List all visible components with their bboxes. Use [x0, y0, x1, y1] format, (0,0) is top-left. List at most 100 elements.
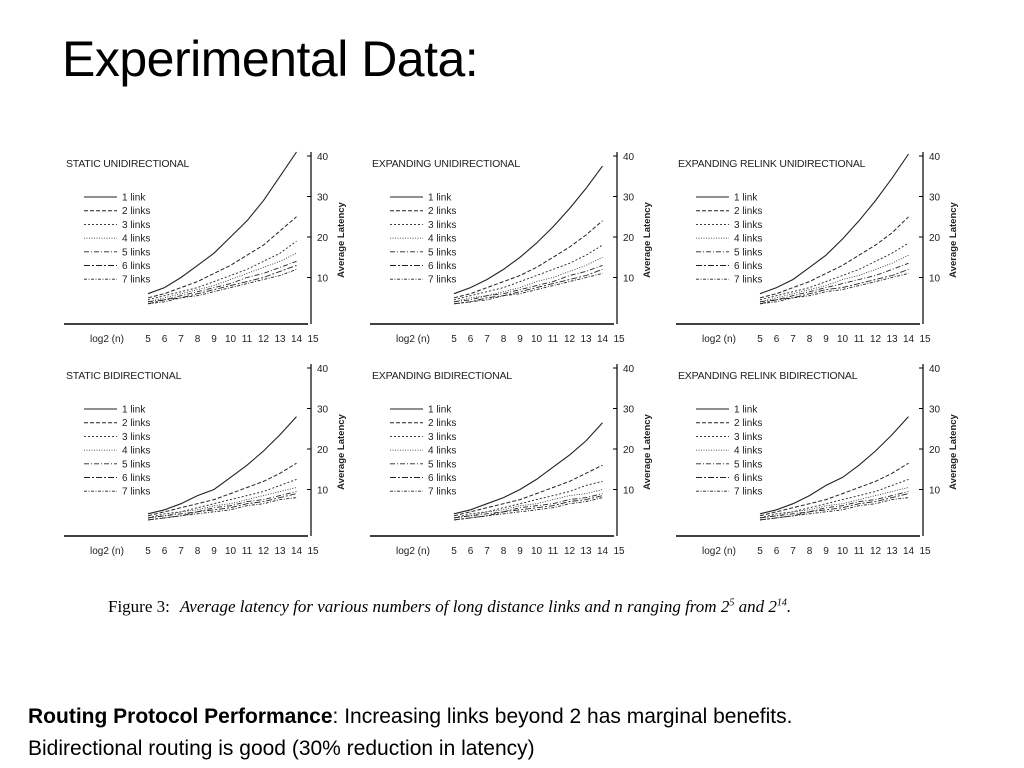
x-tick-label: 13: [886, 546, 898, 557]
legend-label: 6 links: [734, 473, 762, 484]
series-line-5: [147, 491, 297, 519]
x-tick-label: 7: [484, 334, 490, 345]
y-tick-label: 40: [317, 364, 329, 375]
legend-label: 3 links: [122, 432, 150, 443]
x-tick-label: 14: [597, 546, 609, 557]
x-tick-label: 7: [178, 546, 184, 557]
x-tick-label: 8: [807, 546, 813, 557]
legend-label: 7 links: [122, 487, 150, 498]
x-axis-label: log2 (n): [90, 546, 124, 557]
y-tick-label: 20: [623, 445, 635, 456]
legend-label: 5 links: [122, 459, 150, 470]
x-tick-label: 8: [195, 546, 201, 557]
x-tick-label: 10: [225, 546, 237, 557]
caption-label: Figure 3:: [108, 597, 170, 616]
x-tick-label: 9: [823, 334, 829, 345]
y-tick-label: 40: [929, 152, 941, 163]
y-tick-label: 30: [929, 193, 941, 204]
legend-label: 3 links: [734, 432, 762, 443]
legend-label: 6 links: [122, 473, 150, 484]
x-tick-label: 13: [580, 334, 592, 345]
series-line-3: [147, 478, 297, 519]
y-tick-label: 30: [623, 193, 635, 204]
y-tick-label: 40: [623, 364, 635, 375]
y-tick-label: 20: [623, 233, 635, 244]
chart-title: EXPANDING RELINK UNIDIRECTIONAL: [678, 158, 866, 170]
x-tick-label: 14: [903, 546, 915, 557]
series-line-3: [147, 240, 297, 301]
x-tick-label: 15: [307, 546, 319, 557]
series-line-6: [147, 264, 297, 305]
summary-rest: : Increasing links beyond 2 has marginal…: [332, 705, 793, 728]
legend-label: 7 links: [734, 275, 762, 286]
y-tick-label: 20: [929, 445, 941, 456]
legend-label: 2 links: [122, 418, 150, 429]
series-line-4: [453, 489, 603, 519]
legend-label: 3 links: [428, 432, 456, 443]
series-line-5: [147, 260, 297, 303]
x-tick-label: 13: [580, 546, 592, 557]
y-tick-label: 30: [929, 405, 941, 416]
x-tick-label: 14: [291, 546, 303, 557]
series-line-2: [147, 462, 297, 517]
y-tick-label: 30: [317, 193, 329, 204]
y-tick-label: 40: [623, 152, 635, 163]
x-tick-label: 6: [468, 334, 474, 345]
x-tick-label: 6: [774, 334, 780, 345]
x-tick-label: 15: [307, 334, 319, 345]
x-tick-label: 8: [195, 334, 201, 345]
series-line-4: [759, 487, 909, 519]
caption-end: .: [786, 597, 792, 616]
x-tick-label: 6: [468, 546, 474, 557]
legend-label: 6 links: [122, 261, 150, 272]
legend-label: 7 links: [122, 275, 150, 286]
x-tick-label: 12: [870, 546, 882, 557]
series-line-6: [453, 268, 603, 305]
legend-label: 5 links: [428, 247, 456, 258]
series-line-7: [147, 497, 297, 521]
y-axis-label: Average Latency: [336, 201, 347, 277]
series-line-6: [759, 493, 909, 521]
x-tick-label: 14: [597, 334, 609, 345]
series-line-1: [759, 416, 909, 515]
x-axis-label: log2 (n): [702, 334, 736, 345]
legend-label: 2 links: [734, 418, 762, 429]
x-tick-label: 14: [903, 334, 915, 345]
x-tick-label: 5: [145, 546, 151, 557]
legend-label: 1 link: [734, 193, 758, 204]
x-tick-label: 12: [870, 334, 882, 345]
series-line-6: [147, 493, 297, 521]
series-line-6: [759, 268, 909, 305]
series-line-5: [759, 491, 909, 519]
chart-panel-2: EXPANDING UNIDIRECTIONAL 10 20 30 40 Average …: [370, 152, 653, 345]
series-line-7: [759, 272, 909, 305]
legend-label: 6 links: [734, 261, 762, 272]
series-line-1: [453, 165, 603, 295]
y-tick-label: 40: [317, 152, 329, 163]
series-line-7: [453, 272, 603, 305]
y-axis-label: Average Latency: [642, 201, 653, 277]
chart-title: EXPANDING BIDIRECTIONAL: [372, 370, 512, 382]
x-tick-label: 6: [162, 334, 168, 345]
y-tick-label: 40: [929, 364, 941, 375]
caption-body: Average latency for various numbers of l…: [179, 597, 730, 616]
series-line-7: [453, 497, 603, 521]
series-line-2: [453, 464, 603, 517]
x-tick-label: 9: [211, 546, 217, 557]
summary-line-2: Bidirectional routing is good (30% reduc…: [28, 737, 535, 760]
y-tick-label: 10: [929, 274, 941, 285]
chart-panel-6: EXPANDING RELINK BIDIRECTIONAL 10 20 30 40 Av…: [676, 364, 959, 557]
summary-line-1: Routing Protocol Performance: Increasing…: [28, 701, 792, 733]
x-tick-label: 9: [517, 334, 523, 345]
x-tick-label: 7: [484, 546, 490, 557]
x-tick-label: 11: [548, 334, 559, 345]
x-axis-label: log2 (n): [90, 334, 124, 345]
legend-label: 2 links: [734, 206, 762, 217]
x-tick-label: 5: [757, 546, 763, 557]
legend-label: 4 links: [428, 446, 456, 457]
legend-label: 3 links: [734, 220, 762, 231]
chart-title: STATIC UNIDIRECTIONAL: [66, 158, 190, 170]
series-line-5: [759, 262, 909, 303]
x-tick-label: 12: [564, 334, 576, 345]
x-tick-label: 10: [837, 546, 849, 557]
